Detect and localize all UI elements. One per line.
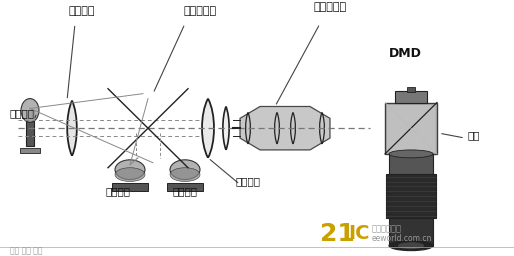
Text: 棱镜: 棱镜 — [468, 130, 481, 140]
Bar — [389, 218, 433, 246]
Ellipse shape — [115, 168, 145, 182]
PathPatch shape — [246, 112, 250, 144]
Ellipse shape — [398, 242, 424, 249]
Text: 技术 改变 未来: 技术 改变 未来 — [10, 246, 43, 255]
Ellipse shape — [389, 241, 433, 251]
Text: 电子工程世界: 电子工程世界 — [372, 225, 402, 233]
Ellipse shape — [389, 150, 433, 158]
Bar — [407, 87, 415, 92]
Bar — [167, 184, 203, 191]
PathPatch shape — [67, 101, 77, 156]
Bar — [387, 104, 435, 152]
Bar — [386, 174, 436, 218]
Ellipse shape — [170, 168, 200, 182]
Text: IC: IC — [348, 224, 370, 243]
Text: 21: 21 — [320, 222, 355, 246]
Polygon shape — [240, 106, 330, 150]
Text: 蓝光阵列: 蓝光阵列 — [10, 108, 35, 118]
Bar — [20, 148, 40, 153]
Ellipse shape — [21, 99, 39, 122]
Text: 光学积分器: 光学积分器 — [314, 2, 346, 12]
Ellipse shape — [170, 160, 200, 179]
Text: 绿光阵列: 绿光阵列 — [105, 186, 131, 196]
PathPatch shape — [223, 106, 229, 150]
PathPatch shape — [274, 112, 280, 144]
Text: 分色滤光器: 分色滤光器 — [183, 6, 216, 16]
Ellipse shape — [115, 160, 145, 179]
Bar — [389, 154, 433, 174]
Text: 聚光透镜: 聚光透镜 — [235, 176, 261, 186]
Text: DMD: DMD — [389, 47, 421, 60]
Text: 红光阵列: 红光阵列 — [173, 186, 197, 196]
PathPatch shape — [290, 112, 296, 144]
Bar — [26, 110, 34, 146]
Bar — [112, 184, 148, 191]
PathPatch shape — [320, 112, 324, 144]
Bar — [385, 103, 437, 154]
PathPatch shape — [202, 99, 214, 158]
Text: eeworld.com.cn: eeworld.com.cn — [372, 234, 432, 243]
Text: 准直透镜: 准直透镜 — [69, 6, 95, 16]
Bar — [395, 91, 427, 103]
